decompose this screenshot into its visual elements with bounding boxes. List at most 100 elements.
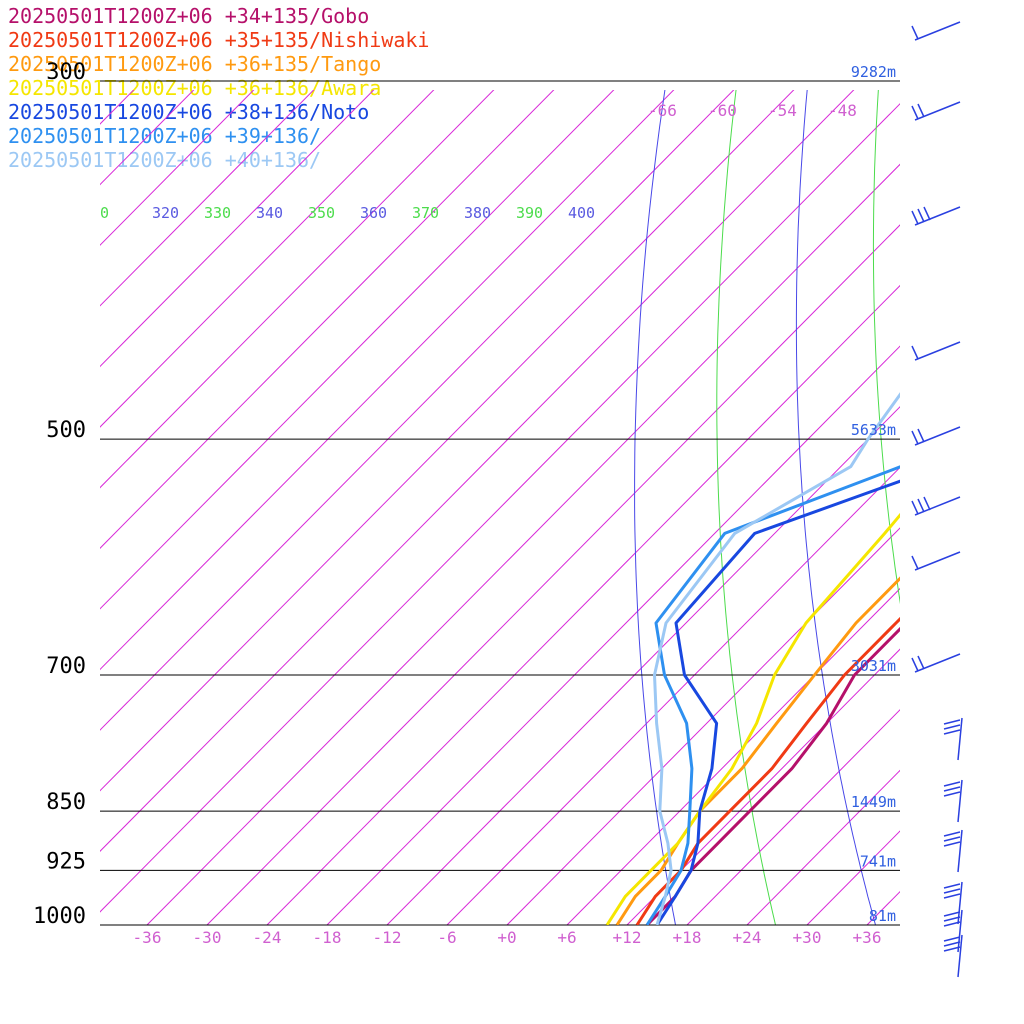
upper-temperature-label: -48 bbox=[828, 101, 857, 120]
upper-temperature-label: -60 bbox=[708, 101, 737, 120]
x-tick-label: +6 bbox=[557, 928, 576, 947]
upper-temperature-label: -66 bbox=[648, 101, 677, 120]
temperature-profile bbox=[645, 626, 900, 925]
x-tick-label: +0 bbox=[497, 928, 516, 947]
theta-label: 350 bbox=[308, 204, 335, 222]
isotherm-line bbox=[100, 90, 135, 125]
theta-label: 320 bbox=[152, 204, 179, 222]
isotherm-line bbox=[927, 0, 1024, 925]
isotherm-line bbox=[686, 709, 900, 925]
isotherm-line bbox=[386, 406, 900, 925]
isotherm-line bbox=[100, 90, 375, 368]
x-tick-label: +24 bbox=[733, 928, 762, 947]
isotherm-line bbox=[0, 0, 959, 925]
isotherm-line bbox=[100, 90, 615, 610]
isotherm-line bbox=[100, 90, 555, 549]
wind-barb-icon bbox=[911, 496, 961, 516]
theta-label: 380 bbox=[464, 204, 491, 222]
x-tick-label: -24 bbox=[253, 928, 282, 947]
dry-adiabat-line bbox=[872, 90, 900, 605]
legend-item: 20250501T1200Z+06 +40+136/ bbox=[8, 148, 322, 172]
x-tick-label: +30 bbox=[793, 928, 822, 947]
upper-temperature-label: -54 bbox=[768, 101, 797, 120]
height-label: 9282m bbox=[851, 63, 896, 81]
wind-barb-icon bbox=[943, 909, 963, 953]
theta-label: 340 bbox=[256, 204, 283, 222]
wind-barb-icon bbox=[943, 779, 963, 823]
isotherm-line bbox=[206, 224, 900, 925]
dry-adiabat-line bbox=[716, 90, 776, 925]
isotherm-line bbox=[806, 830, 900, 925]
theta-label: 330 bbox=[204, 204, 231, 222]
isotherm-line bbox=[0, 0, 1024, 925]
legend: 20250501T1200Z+06 +34+135/Gobo 20250501T… bbox=[8, 4, 429, 172]
legend-item: 20250501T1200Z+06 +38+136/Noto bbox=[8, 100, 370, 124]
isotherm-line bbox=[566, 587, 900, 925]
legend-item: 20250501T1200Z+06 +39+136/ bbox=[8, 124, 322, 148]
dry-adiabat-line bbox=[948, 0, 1024, 925]
pressure-label: 925 bbox=[46, 849, 86, 874]
isotherm-line bbox=[326, 345, 900, 925]
isotherm-line bbox=[100, 90, 255, 246]
height-label: 81m bbox=[869, 907, 896, 925]
isotherm-line bbox=[0, 0, 1024, 925]
wind-barb-icon bbox=[911, 206, 961, 226]
theta-label: 390 bbox=[516, 204, 543, 222]
temperature-profile bbox=[605, 512, 900, 925]
theta-label: 360 bbox=[360, 204, 387, 222]
wind-barb-icon bbox=[943, 717, 963, 761]
temperature-profile bbox=[635, 616, 900, 925]
temperature-profile bbox=[645, 465, 900, 925]
temperature-profile bbox=[655, 479, 900, 925]
height-label: 741m bbox=[860, 852, 896, 870]
theta-label: 370 bbox=[412, 204, 439, 222]
legend-item: 20250501T1200Z+06 +34+135/Gobo bbox=[8, 4, 370, 28]
isotherm-line bbox=[746, 769, 900, 925]
isotherm-line bbox=[100, 103, 900, 913]
theta-label: 0 bbox=[100, 204, 109, 222]
height-label: 1449m bbox=[851, 793, 896, 811]
isotherm-line bbox=[446, 466, 900, 925]
theta-label: 400 bbox=[568, 204, 595, 222]
isotherm-line bbox=[987, 0, 1024, 925]
dry-adiabat-line bbox=[795, 90, 876, 925]
wind-barb-icon bbox=[911, 21, 961, 41]
pressure-label: 700 bbox=[46, 654, 86, 679]
wind-barb-icon bbox=[911, 341, 961, 361]
wind-barb-icon bbox=[911, 426, 961, 446]
wind-barb-icon bbox=[943, 934, 963, 978]
wind-barb-icon bbox=[911, 551, 961, 571]
isotherm-line bbox=[626, 648, 900, 925]
isotherm-line bbox=[146, 163, 900, 925]
x-tick-label: -12 bbox=[373, 928, 402, 947]
dry-adiabat-line bbox=[634, 90, 676, 925]
x-tick-label: -36 bbox=[133, 928, 162, 947]
isotherm-line bbox=[266, 284, 900, 925]
isotherm-line bbox=[100, 90, 855, 852]
temperature-profile bbox=[615, 576, 900, 925]
isotherm-line bbox=[100, 90, 495, 489]
pressure-label: 850 bbox=[46, 790, 86, 815]
isotherm-line bbox=[506, 527, 900, 925]
x-tick-label: +36 bbox=[853, 928, 882, 947]
x-tick-label: -30 bbox=[193, 928, 222, 947]
isotherm-line bbox=[100, 90, 675, 671]
x-tick-label: +18 bbox=[673, 928, 702, 947]
pressure-label: 500 bbox=[46, 418, 86, 443]
isotherm-line bbox=[0, 0, 1019, 925]
height-label: 5633m bbox=[851, 421, 896, 439]
x-tick-label: -6 bbox=[437, 928, 456, 947]
isotherm-line bbox=[100, 90, 315, 307]
x-tick-label: +12 bbox=[613, 928, 642, 947]
legend-item: 20250501T1200Z+06 +36+136/Awara bbox=[8, 76, 382, 100]
wind-barb-icon bbox=[943, 829, 963, 873]
isotherm-line bbox=[0, 0, 1024, 925]
isotherm-line bbox=[100, 90, 795, 792]
dry-adiabat-line bbox=[1021, 0, 1024, 925]
height-label: 3031m bbox=[851, 657, 896, 675]
pressure-label: 300 bbox=[46, 60, 86, 85]
isotherm-line bbox=[100, 90, 435, 428]
wind-barb-icon bbox=[911, 653, 961, 673]
pressure-label: 1000 bbox=[33, 904, 86, 929]
